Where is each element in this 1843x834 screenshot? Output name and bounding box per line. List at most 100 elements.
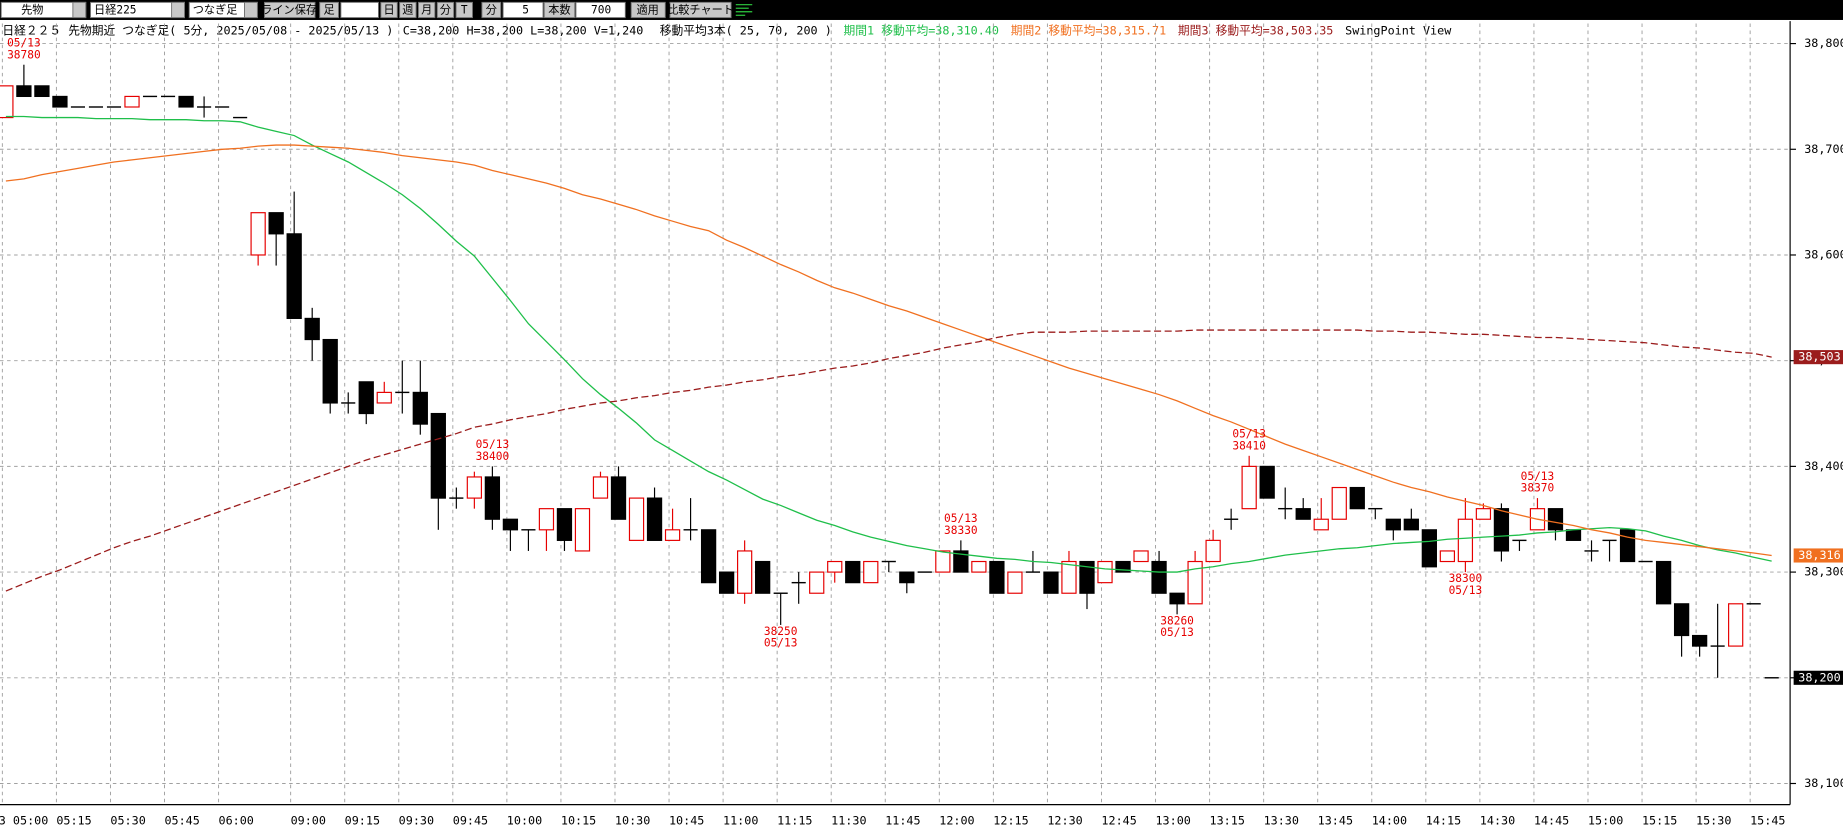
- candle-body: [1205, 539, 1221, 563]
- period-text: 分: [440, 4, 451, 17]
- candle-body: [718, 571, 735, 594]
- x-tick-label: 10:00: [507, 814, 542, 828]
- x-tick-label: 14:30: [1480, 814, 1515, 828]
- candle-body: [430, 412, 446, 499]
- symbol-text: 日経225: [94, 4, 136, 17]
- x-tick-label: 14:00: [1372, 814, 1407, 828]
- candle-body: [1421, 529, 1437, 568]
- view-label: SwingPoint View: [1345, 23, 1452, 37]
- swing-price: 38780: [7, 48, 41, 61]
- swing-date: 05/13: [476, 438, 510, 451]
- x-tick-label: 11:45: [885, 814, 920, 828]
- period-button[interactable]: [399, 1, 417, 19]
- swing-date: 05/13: [1449, 584, 1483, 597]
- candle-body: [52, 95, 68, 108]
- candle-body: [1007, 571, 1023, 594]
- candle-body: [1115, 560, 1131, 573]
- ashi-input[interactable]: [340, 1, 379, 19]
- candle-body: [556, 508, 573, 541]
- candle-body: [286, 233, 302, 319]
- candle-body: [124, 95, 140, 108]
- count-input[interactable]: [575, 1, 626, 19]
- apply-button[interactable]: [630, 1, 666, 19]
- candle-body: [574, 508, 591, 552]
- ohlcv: C=38,200 H=38,200 L=38,200 V=1,240: [403, 23, 644, 37]
- period-button[interactable]: [380, 1, 398, 19]
- x-tick-label: 12:15: [993, 814, 1028, 828]
- candle-body: [358, 381, 374, 415]
- candle-body: [628, 497, 645, 541]
- candle-body: [1457, 518, 1474, 563]
- y-tick-label: 38,400: [1804, 459, 1843, 473]
- count-value: 700: [591, 4, 611, 17]
- candle-body: [1295, 508, 1311, 520]
- save-line-button[interactable]: [263, 1, 316, 19]
- candle-body: [935, 550, 951, 573]
- candle-body: [412, 391, 428, 425]
- x-tick-label: 15:15: [1642, 814, 1677, 828]
- candle-body: [466, 476, 483, 499]
- x-tick-label: 13:00: [1155, 814, 1190, 828]
- candle-body: [971, 560, 987, 573]
- count-label: 本数: [548, 3, 570, 17]
- x-tick-label: 15:45: [1750, 814, 1785, 828]
- period-button[interactable]: [436, 1, 455, 19]
- candle-body: [1475, 508, 1492, 520]
- candle-body: [1547, 508, 1564, 531]
- period-text: T: [461, 4, 468, 17]
- candle-body: [755, 560, 771, 594]
- x-tick-label: 13:15: [1210, 814, 1245, 828]
- candle-body: [1097, 560, 1113, 584]
- candle-body: [1259, 465, 1275, 499]
- swing-date: 05/13: [1521, 470, 1555, 483]
- ashi-label: 足: [324, 4, 335, 17]
- candle-body: [502, 518, 519, 531]
- save-line-text: ライン保存: [261, 3, 317, 17]
- candle-body: [899, 571, 915, 584]
- dropdown-arrow[interactable]: [72, 1, 87, 19]
- period-text: 週: [402, 4, 413, 17]
- chart-icon[interactable]: [735, 4, 753, 16]
- ma-legend: 期間3 移動平均=38,503.35: [1178, 23, 1333, 37]
- interval-value: 5: [522, 4, 529, 17]
- candle-body: [16, 85, 32, 98]
- price-tag: [1793, 350, 1843, 365]
- y-tick-label: 38,800: [1804, 36, 1843, 50]
- candle-body: [1385, 518, 1401, 531]
- candle-body: [863, 560, 879, 584]
- x-tick-label: 09:00: [291, 814, 326, 828]
- candle-body: [827, 560, 843, 573]
- candle-body: [1313, 518, 1329, 531]
- x-tick-label: 12:30: [1047, 814, 1082, 828]
- period-button[interactable]: [455, 1, 473, 19]
- ma-title: 移動平均3本( 25, 70, 200 ): [660, 23, 832, 37]
- x-tick-label: 15:30: [1696, 814, 1731, 828]
- swing-price: 38410: [1232, 439, 1266, 452]
- candle-body: [538, 508, 555, 531]
- x-tick-label: 05:45: [164, 814, 199, 828]
- candle-body: [1619, 529, 1636, 563]
- kind-text: つなぎ足: [193, 3, 238, 17]
- swing-price: 38300: [1449, 572, 1483, 585]
- candle-body: [1691, 634, 1708, 647]
- candle-body: [1169, 592, 1185, 605]
- candle-body: [1673, 603, 1690, 637]
- candle-body: [268, 212, 284, 235]
- ma-legend: 期間1 移動平均=38,310.40: [844, 23, 999, 37]
- x-tick-label: 14:45: [1534, 814, 1569, 828]
- swing-date: 05/13: [7, 37, 41, 50]
- dropdown-arrow[interactable]: [171, 1, 186, 19]
- ashi-label-bg: [319, 1, 339, 19]
- x-tick-label: 06:00: [219, 814, 254, 828]
- compare-button[interactable]: [669, 1, 732, 19]
- dropdown-arrow[interactable]: [244, 1, 258, 19]
- candle-body: [34, 85, 50, 98]
- period-button[interactable]: [417, 1, 436, 19]
- x-tick-label: 05:15: [56, 814, 91, 828]
- apply-text: 適用: [636, 3, 658, 17]
- interval-input[interactable]: [502, 1, 544, 19]
- price-tag: [1793, 670, 1843, 685]
- candle-body: [0, 85, 14, 119]
